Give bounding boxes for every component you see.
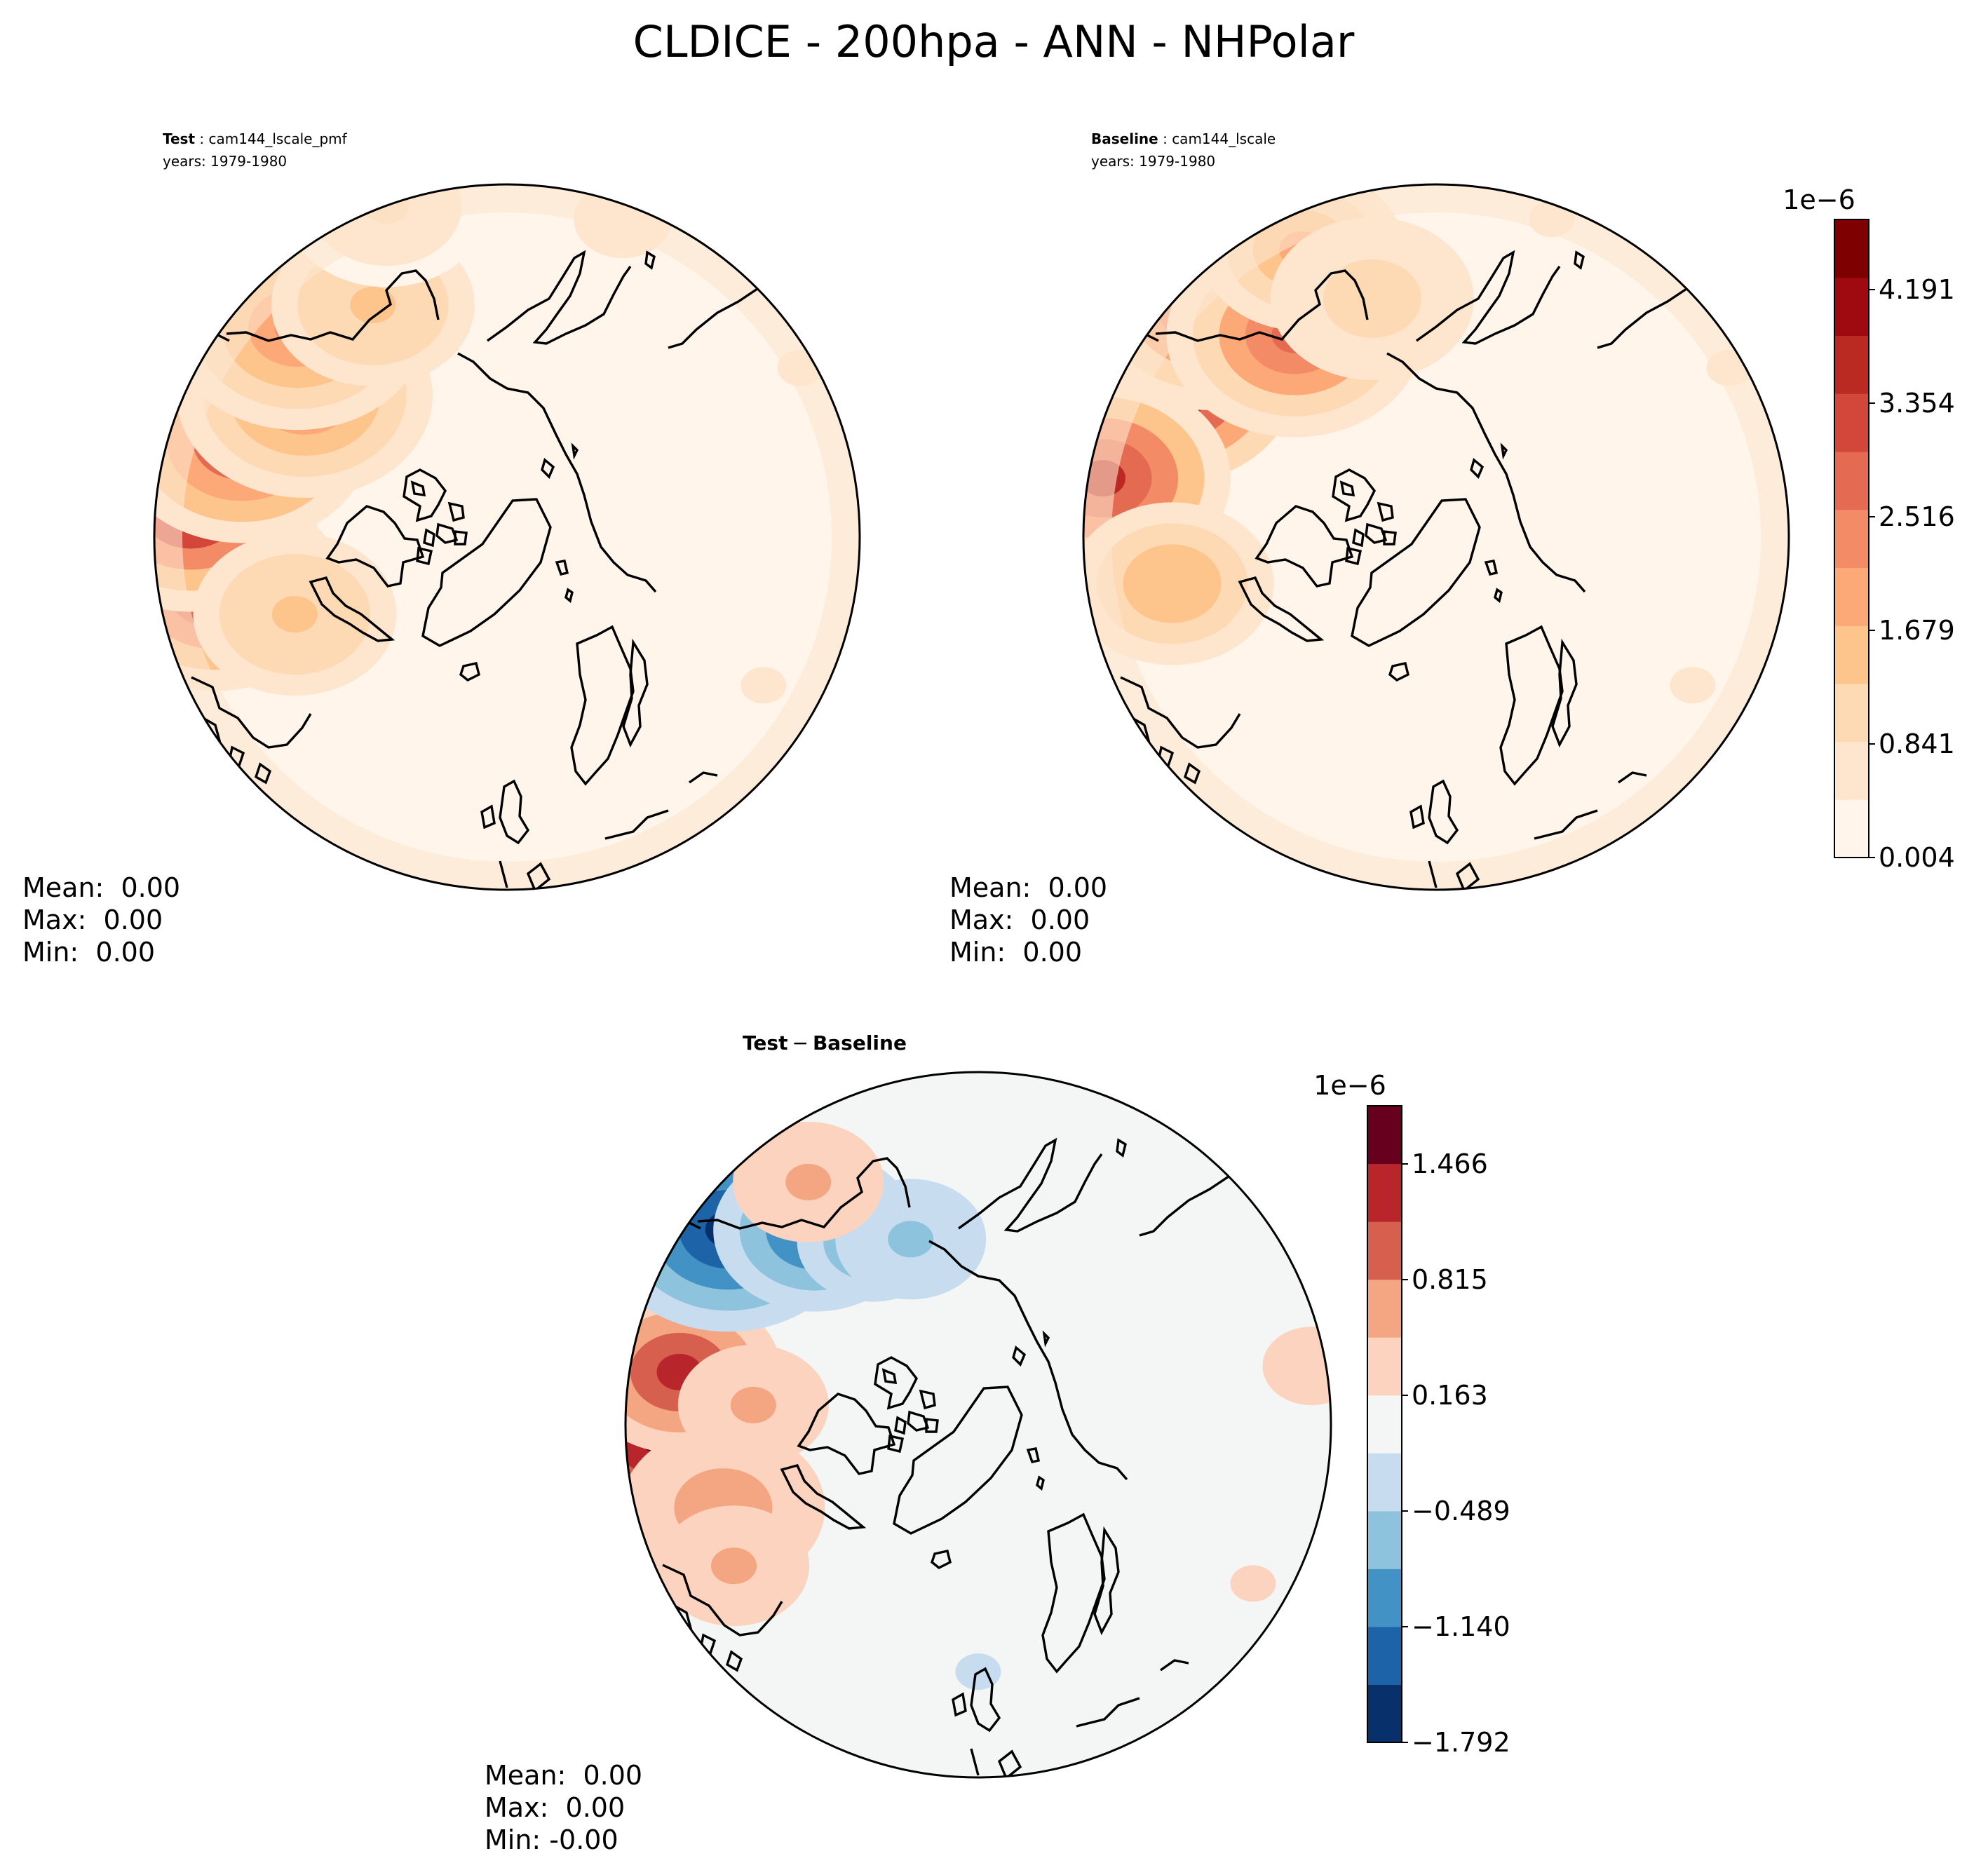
baseline-colorbar-cell-0: [1834, 799, 1869, 858]
field-contour-2-4-4: [711, 1547, 757, 1585]
difference-colorbar-tick-label-2: −0.489: [1412, 1496, 1510, 1526]
baseline-colorbar-tick-label-2: 1.679: [1879, 615, 1955, 646]
baseline-colorbar-cell-8: [1834, 335, 1869, 394]
field-contour-1-4-4: [1149, 565, 1195, 602]
test-map: [154, 184, 860, 890]
baseline-colorbar-cell-1: [1834, 741, 1869, 800]
test-panel: Test : cam144_lscale_pmf years: 1979-198…: [22, 130, 861, 968]
baseline-colorbar-cell-7: [1834, 393, 1869, 452]
difference-colorbar-cell-8: [1367, 1221, 1402, 1280]
field-contour-2-9-4: [785, 1163, 832, 1200]
difference-colorbar-ticks: −1.792 −1.140 −0.489 0.163 0.815 1.466: [1402, 1149, 1510, 1758]
baseline-title-name: cam144_lscale: [1172, 130, 1276, 147]
baseline-map: [1083, 184, 1789, 890]
baseline-colorbar-tick-label-5: 4.191: [1879, 274, 1955, 305]
test-stat-mean: Mean: 0.00: [22, 872, 180, 903]
baseline-stat-min: Min: 0.00: [949, 937, 1082, 968]
field-rim-band-1: [1083, 184, 1789, 890]
baseline-colorbar-frame: [1834, 219, 1869, 858]
difference-map-boundary: [624, 1071, 1332, 1779]
difference-colorbar-cell-0: [1367, 1684, 1402, 1743]
difference-panel-title: Test − Baseline: [743, 1031, 907, 1055]
difference-colorbar-tick-label-0: −1.792: [1412, 1727, 1510, 1758]
difference-colorbar-cell-1: [1367, 1626, 1402, 1685]
field-contour-1-9-4: [1670, 667, 1716, 704]
baseline-panel-title: Baseline : cam144_lscale: [1091, 130, 1276, 147]
baseline-colorbar: 1e−6 0.004 0.841 1.679 2.516 3.354 4.191: [1783, 184, 1955, 873]
baseline-field: [1083, 184, 1789, 890]
difference-colorbar-cell-9: [1367, 1163, 1402, 1222]
test-stat-min: Min: 0.00: [22, 937, 155, 968]
baseline-title-bold: Baseline: [1091, 130, 1158, 147]
difference-title-op: −: [792, 1031, 808, 1055]
baseline-colorbar-cell-3: [1834, 625, 1869, 684]
baseline-colorbar-cell-5: [1834, 509, 1869, 568]
baseline-colorbar-tick-label-3: 2.516: [1879, 501, 1955, 532]
test-title-bold: Test: [163, 130, 195, 147]
baseline-colorbar-cell-4: [1834, 567, 1869, 626]
test-field: [154, 184, 860, 890]
difference-colorbar-cell-4: [1367, 1453, 1402, 1512]
baseline-colorbar-ticks: 0.004 0.841 1.679 2.516 3.354 4.191: [1869, 274, 1955, 873]
difference-colorbar-frame: [1367, 1105, 1402, 1743]
field-rim-band-0: [154, 184, 860, 890]
baseline-colorbar-tick-label-1: 0.841: [1879, 729, 1955, 759]
field-contour-2-10-4: [1289, 1348, 1331, 1385]
difference-map: [626, 1072, 1331, 1777]
baseline-stat-mean: Mean: 0.00: [949, 872, 1107, 903]
difference-colorbar-cell-5: [1367, 1395, 1402, 1454]
difference-colorbar-tick-label-3: 0.163: [1412, 1380, 1488, 1411]
field-contour-2-11-4: [1230, 1565, 1276, 1602]
difference-colorbar-cell-3: [1367, 1510, 1402, 1569]
field-contour-0-4-4: [272, 596, 318, 633]
difference-colorbar-cells: [1367, 1106, 1402, 1743]
test-map-boundary: [153, 183, 861, 891]
difference-colorbar-cell-2: [1367, 1569, 1402, 1627]
test-panel-years: years: 1979-1980: [163, 153, 287, 170]
difference-title-bold: Test: [743, 1031, 787, 1055]
difference-colorbar-cell-10: [1367, 1106, 1402, 1165]
difference-colorbar: 1e−6 −1.792 −1.140 −0.489 0.163 0.815 1.466: [1313, 1070, 1510, 1758]
field-contour-0-6-4: [350, 286, 396, 323]
baseline-map-boundary: [1082, 183, 1790, 891]
baseline-colorbar-exponent: 1e−6: [1783, 184, 1855, 215]
field-contour-0-10-4: [741, 667, 787, 704]
baseline-colorbar-cell-6: [1834, 451, 1869, 510]
baseline-colorbar-cell-9: [1834, 277, 1869, 336]
baseline-stat-max: Max: 0.00: [949, 904, 1090, 935]
difference-colorbar-tick-label-5: 1.466: [1412, 1149, 1488, 1179]
test-stat-max: Max: 0.00: [22, 904, 163, 935]
test-title-sep: :: [195, 130, 208, 147]
baseline-colorbar-cell-10: [1834, 219, 1869, 278]
difference-stat-mean: Mean: 0.00: [485, 1760, 642, 1791]
figure-title: CLDICE - 200hpa - ANN - NHPolar: [633, 16, 1355, 67]
difference-colorbar-exponent: 1e−6: [1313, 1070, 1386, 1101]
baseline-colorbar-tick-label-4: 3.354: [1879, 388, 1955, 419]
difference-colorbar-cell-7: [1367, 1279, 1402, 1338]
test-panel-title: Test : cam144_lscale_pmf: [163, 130, 348, 147]
field-contour-2-3-4: [730, 1386, 776, 1423]
test-title-name: cam144_lscale_pmf: [208, 130, 347, 147]
difference-panel: Test − Baseline Mean: 0.00 Max: 0.00 Min: …: [485, 1031, 1510, 1855]
field-contour-2-8-4: [888, 1221, 934, 1258]
difference-colorbar-tick-label-4: 0.815: [1412, 1264, 1488, 1295]
baseline-colorbar-cells: [1834, 219, 1869, 858]
baseline-colorbar-tick-label-0: 0.004: [1879, 842, 1955, 873]
difference-title-bold2: Baseline: [813, 1031, 907, 1055]
field-contour-1-6-4: [1349, 280, 1395, 317]
difference-colorbar-tick-label-1: −1.140: [1412, 1611, 1510, 1642]
baseline-panel: Baseline : cam144_lscale years: 1979-198…: [949, 130, 1955, 968]
baseline-title-sep: :: [1158, 130, 1172, 147]
difference-stat-min: Min: -0.00: [485, 1824, 618, 1855]
baseline-panel-years: years: 1979-1980: [1091, 153, 1215, 170]
baseline-colorbar-cell-2: [1834, 683, 1869, 743]
difference-colorbar-cell-6: [1367, 1337, 1402, 1396]
difference-stat-max: Max: 0.00: [485, 1792, 625, 1823]
